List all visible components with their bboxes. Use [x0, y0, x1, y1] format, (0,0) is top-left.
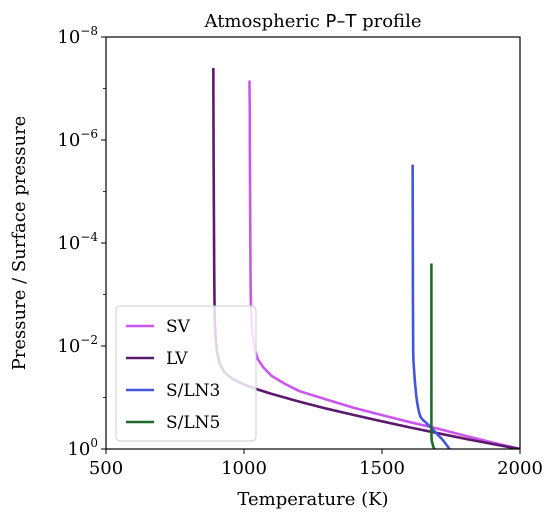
x-tick-label: 1500: [359, 458, 405, 479]
series-line-2: [411, 164, 451, 449]
chart-title-suffix: profile: [356, 11, 421, 32]
legend: SV LV S/LN3 S/LN5: [115, 305, 257, 442]
x-axis-label: Temperature (K): [237, 489, 388, 510]
chart-title-prefix: Atmospheric: [204, 11, 326, 32]
x-tick-label: 1000: [221, 458, 267, 479]
chart-title: Atmospheric P–T profile: [204, 11, 422, 32]
y-tick-label: 10−4: [57, 230, 98, 254]
x-tick-label: 2000: [497, 458, 543, 479]
y-axis-label: Pressure / Surface pressure: [9, 116, 30, 371]
legend-label-1: LV: [166, 349, 188, 369]
series-line-1: [212, 68, 520, 449]
y-tick-label: 10−6: [57, 127, 98, 151]
y-tick-label: 10−2: [57, 333, 98, 357]
legend-label-0: SV: [166, 317, 191, 337]
y-tick-label: 10−8: [57, 24, 98, 48]
y-axis: 100 10−2 10−4 10−6 10−8: [57, 24, 106, 460]
legend-label-3: S/LN5: [166, 413, 220, 433]
legend-label-2: S/LN3: [166, 381, 220, 401]
series-line-3: [430, 263, 436, 449]
legend-box: [115, 305, 257, 442]
y-tick-label: 100: [67, 436, 98, 460]
series-layer: [212, 68, 520, 449]
chart-title-symbol: P–T: [326, 11, 358, 32]
x-axis: 500 1000 1500 2000: [89, 449, 543, 479]
series-line-0: [248, 80, 520, 449]
x-tick-label: 500: [89, 458, 123, 479]
